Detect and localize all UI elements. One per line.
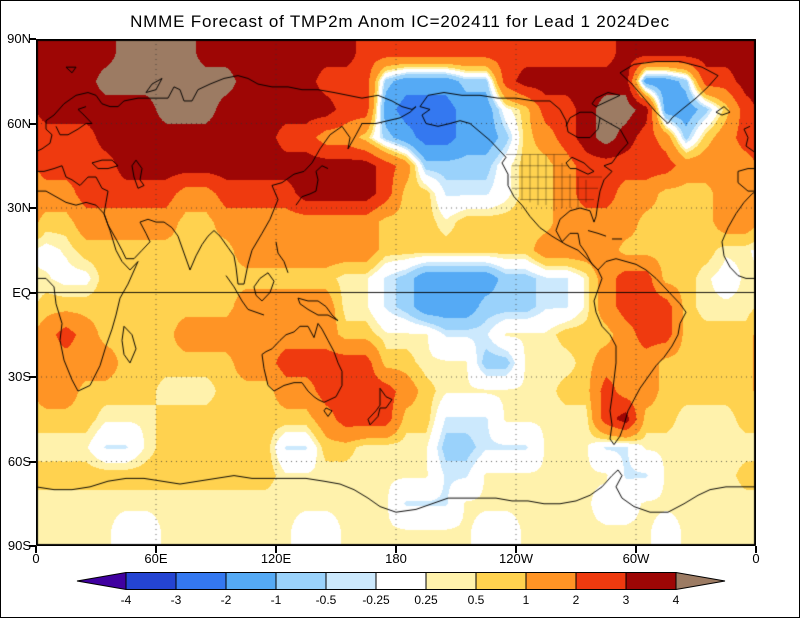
colorbar-segment: [125, 572, 177, 590]
colorbar-segment: [275, 572, 327, 590]
colorbar-segment: [625, 572, 677, 590]
lat-tick-mark: [29, 122, 36, 125]
colorbar-tick-label: -1: [270, 593, 282, 607]
colorbar-segment: [675, 571, 726, 591]
colorbar-tick-label: -4: [120, 593, 132, 607]
lat-tick-label: 30S: [7, 369, 31, 384]
lat-tick-label: 90N: [7, 31, 31, 46]
lat-tick-label: EQ: [12, 284, 31, 300]
colorbar-tick-label: -0.5: [315, 593, 337, 607]
lon-tick-label: 60E: [144, 551, 168, 566]
lon-tick-label: 120E: [260, 551, 292, 566]
lon-tick-label: 180: [385, 551, 407, 566]
colorbar-tick-label: 4: [672, 593, 680, 607]
lat-tick-mark: [29, 291, 36, 294]
colorbar-tick-label: 0.25: [414, 593, 438, 607]
colorbar-segment: [76, 571, 127, 591]
lon-tick-mark: [755, 546, 757, 553]
chart-title: NMME Forecast of TMP2m Anom IC=202411 fo…: [130, 12, 670, 31]
colorbar: [76, 571, 726, 591]
lat-tick-label: 30N: [7, 200, 31, 215]
lon-tick-mark: [395, 546, 397, 553]
lon-tick-mark: [275, 546, 277, 553]
lat-tick-label: 90S: [7, 538, 31, 553]
lon-tick-mark: [35, 546, 37, 553]
lon-tick-mark: [515, 546, 517, 553]
colorbar-tick-label: -0.25: [362, 593, 390, 607]
colorbar-segment: [425, 572, 477, 590]
colorbar-segment: [375, 572, 427, 590]
lat-tick-label: 60N: [7, 115, 31, 131]
colorbar-tick-label: 2: [572, 593, 580, 607]
colorbar-tick-label: 1: [522, 593, 530, 607]
lat-tick-mark: [29, 545, 36, 547]
lon-tick-label: 0: [752, 551, 760, 566]
colorbar-tick-label: -3: [170, 593, 182, 607]
colorbar-tick-label: 0.5: [467, 593, 485, 607]
lat-tick-mark: [29, 207, 36, 209]
lon-tick-mark: [635, 546, 637, 553]
lon-tick-label: 60W: [622, 551, 650, 566]
colorbar-segment: [475, 572, 527, 590]
colorbar-segment: [175, 572, 227, 590]
lat-tick-mark: [29, 376, 36, 378]
colorbar-tick-label: -2: [220, 593, 232, 607]
lat-tick-label: 60S: [7, 453, 31, 469]
colorbar-tick-label: 3: [622, 593, 630, 607]
colorbar-segment: [575, 572, 627, 590]
colorbar-segment: [525, 572, 577, 590]
lon-tick-label: 120W: [499, 551, 533, 566]
lat-tick-mark: [29, 38, 36, 40]
colorbar-svg: [76, 571, 726, 591]
lat-tick-mark: [29, 460, 36, 463]
colorbar-segment: [225, 572, 277, 590]
world-map-canvas: [36, 39, 756, 546]
colorbar-segment: [325, 572, 377, 590]
lon-tick-label: 0: [32, 551, 40, 566]
lon-tick-mark: [155, 546, 157, 553]
